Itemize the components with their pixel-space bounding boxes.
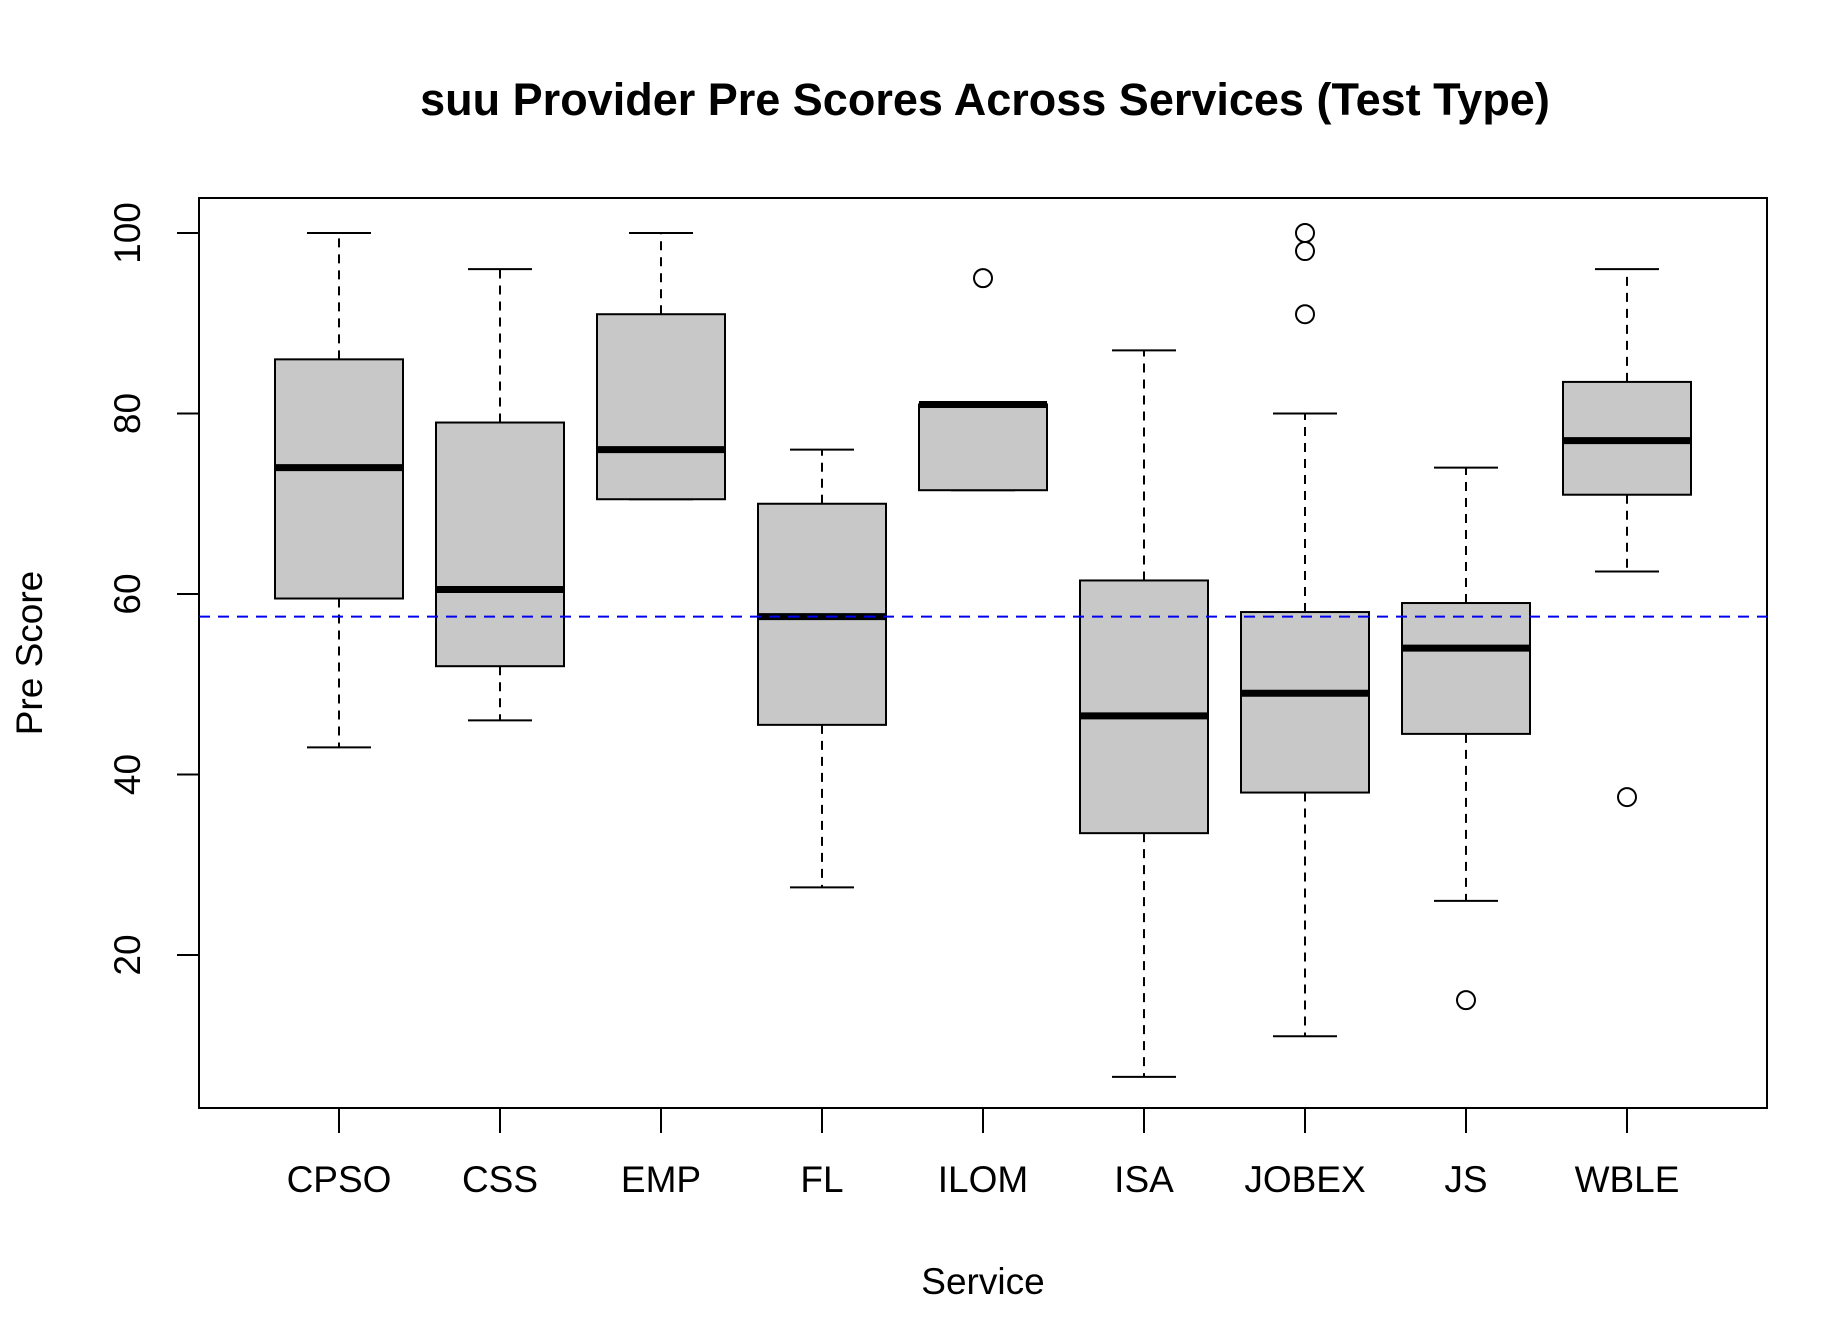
x-tick-label: JOBEX <box>1244 1159 1365 1200</box>
x-axis: CPSO CSS EMP FL ILOM ISA JOBEX JS WBLE <box>287 1108 1680 1200</box>
outlier-point <box>1617 787 1637 808</box>
box-body <box>1240 611 1370 794</box>
box-wble <box>1562 268 1692 808</box>
y-tick-label: 40 <box>107 754 148 795</box>
y-tick-label: 80 <box>107 393 148 434</box>
y-tick-label: 20 <box>107 934 148 975</box>
x-tick-label: JS <box>1444 1159 1487 1200</box>
box-fl <box>757 448 887 889</box>
box-body <box>274 358 404 600</box>
box-body <box>1401 602 1531 735</box>
box-body <box>918 403 1048 492</box>
x-tick-label: EMP <box>621 1159 701 1200</box>
box-css <box>435 268 565 722</box>
outlier-point <box>1456 990 1476 1011</box>
box-js <box>1401 466 1531 1011</box>
x-axis-label: Service <box>921 1261 1044 1302</box>
y-axis-label: Pre Score <box>9 571 50 736</box>
outlier-point <box>973 268 993 289</box>
box-cpso <box>274 232 404 749</box>
box-emp <box>596 232 726 501</box>
y-tick-label: 60 <box>107 573 148 614</box>
chart-title: suu Provider Pre Scores Across Services … <box>420 74 1550 125</box>
y-tick-label: 100 <box>107 202 148 264</box>
plot-frame <box>198 197 1768 1109</box>
box-jobex <box>1240 223 1370 1038</box>
box-ilom <box>918 268 1048 492</box>
box-isa <box>1079 349 1209 1078</box>
x-tick-label: WBLE <box>1575 1159 1680 1200</box>
x-tick-label: ILOM <box>938 1159 1028 1200</box>
x-tick-label: CSS <box>462 1159 538 1200</box>
outlier-point <box>1295 241 1315 262</box>
box-body <box>596 313 726 501</box>
x-tick-label: CPSO <box>287 1159 392 1200</box>
y-axis: 20 40 60 80 100 <box>107 202 199 976</box>
x-tick-label: ISA <box>1114 1159 1174 1200</box>
outlier-point <box>1295 223 1315 243</box>
outlier-point <box>1295 304 1315 325</box>
boxes-layer <box>274 223 1692 1078</box>
box-body <box>1079 579 1209 835</box>
x-tick-label: FL <box>800 1159 843 1200</box>
box-body <box>435 421 565 668</box>
